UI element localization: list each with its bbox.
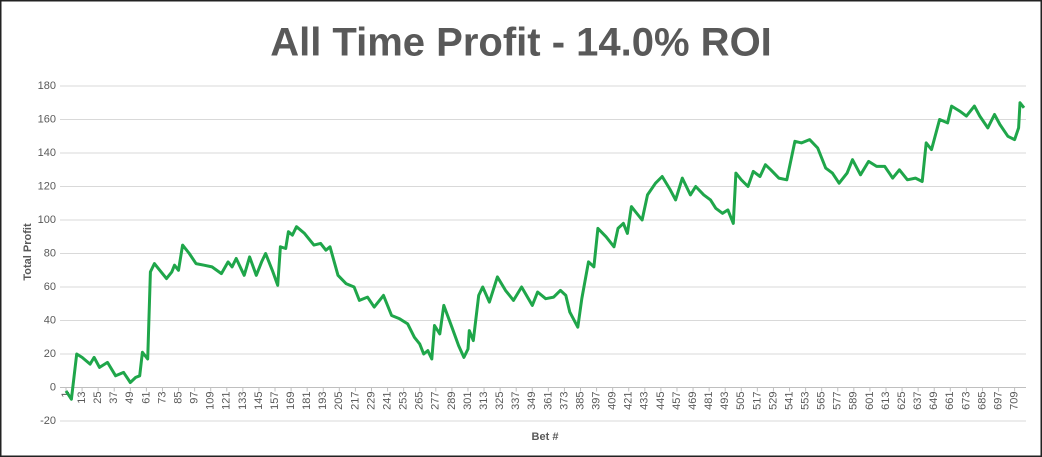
x-tick-label: 397 (590, 392, 602, 410)
x-tick-label: 661 (944, 392, 956, 410)
x-tick-label: 589 (848, 392, 860, 410)
x-tick-label: 169 (285, 392, 297, 410)
x-tick-label: 577 (832, 392, 844, 410)
x-tick-label: 349 (526, 392, 538, 410)
x-tick-label: 205 (333, 392, 345, 410)
x-tick-label: 553 (800, 392, 812, 410)
x-tick-label: 373 (558, 392, 570, 410)
x-tick-label: 493 (719, 392, 731, 410)
x-tick-label: 601 (864, 392, 876, 410)
y-axis-label: Total Profit (22, 223, 34, 281)
x-tick-label: 685 (976, 392, 988, 410)
x-tick-label: 505 (735, 392, 747, 410)
x-tick-label: 37 (108, 392, 120, 404)
x-tick-label: 121 (221, 392, 233, 410)
x-tick-label: 49 (124, 392, 136, 404)
y-tick-label: 140 (38, 147, 56, 159)
x-tick-label: 241 (381, 392, 393, 410)
data-line (64, 101, 1026, 401)
x-tick-label: 385 (574, 392, 586, 410)
x-tick-label: 265 (414, 392, 426, 410)
x-tick-label: 649 (928, 392, 940, 410)
x-tick-label: 481 (703, 392, 715, 410)
x-tick-label: 613 (880, 392, 892, 410)
x-tick-label: 313 (478, 392, 490, 410)
x-tick-label: 565 (816, 392, 828, 410)
x-tick-label: 61 (140, 392, 152, 404)
x-tick-label: 625 (896, 392, 908, 410)
x-tick-label: 277 (430, 392, 442, 410)
x-tick-label: 229 (365, 392, 377, 410)
y-tick-label: 60 (44, 281, 56, 293)
x-tick-label: 469 (687, 392, 699, 410)
x-tick-label: 157 (269, 392, 281, 410)
x-tick-label: 637 (912, 392, 924, 410)
x-tick-label: 409 (607, 392, 619, 410)
x-tick-label: 421 (623, 392, 635, 410)
x-tick-label: 541 (783, 392, 795, 410)
x-tick-label: 73 (156, 392, 168, 404)
x-tick-label: 25 (92, 392, 104, 404)
x-tick-label: 529 (767, 392, 779, 410)
x-tick-label: 445 (655, 392, 667, 410)
x-tick-label: 301 (462, 392, 474, 410)
x-tick-label: 289 (446, 392, 458, 410)
x-tick-label: 457 (671, 392, 683, 410)
y-tick-label: 0 (50, 381, 56, 393)
x-tick-label: 133 (237, 392, 249, 410)
y-tick-label: 80 (44, 247, 56, 259)
x-tick-label: 253 (398, 392, 410, 410)
x-tick-label: 433 (639, 392, 651, 410)
x-tick-label: 697 (992, 392, 1004, 410)
y-tick-label: 180 (38, 80, 56, 92)
x-tick-label: 193 (317, 392, 329, 410)
x-tick-label: 325 (494, 392, 506, 410)
y-tick-label: 160 (38, 113, 56, 125)
x-tick-label: 145 (253, 392, 265, 410)
x-tick-label: 181 (301, 392, 313, 410)
chart-title: All Time Profit - 14.0% ROI (270, 21, 772, 65)
y-tick-label: -20 (40, 415, 56, 427)
x-tick-label: 85 (172, 392, 184, 404)
x-axis-label: Bet # (532, 431, 559, 443)
x-tick-label: 361 (542, 392, 554, 410)
x-tick-label: 709 (1009, 392, 1021, 410)
y-tick-label: 40 (44, 314, 56, 326)
x-tick-label: 109 (205, 392, 217, 410)
x-tick-label: 97 (189, 392, 201, 404)
x-tick-label: 217 (349, 392, 361, 410)
x-tick-label: 673 (960, 392, 972, 410)
x-tick-label: 13 (76, 392, 88, 404)
y-tick-label: 120 (38, 180, 56, 192)
y-tick-label: 100 (38, 214, 56, 226)
x-tick-label: 337 (510, 392, 522, 410)
x-tick-label: 517 (751, 392, 763, 410)
y-tick-label: 20 (44, 348, 56, 360)
x-tick-label: 1 (60, 392, 72, 398)
